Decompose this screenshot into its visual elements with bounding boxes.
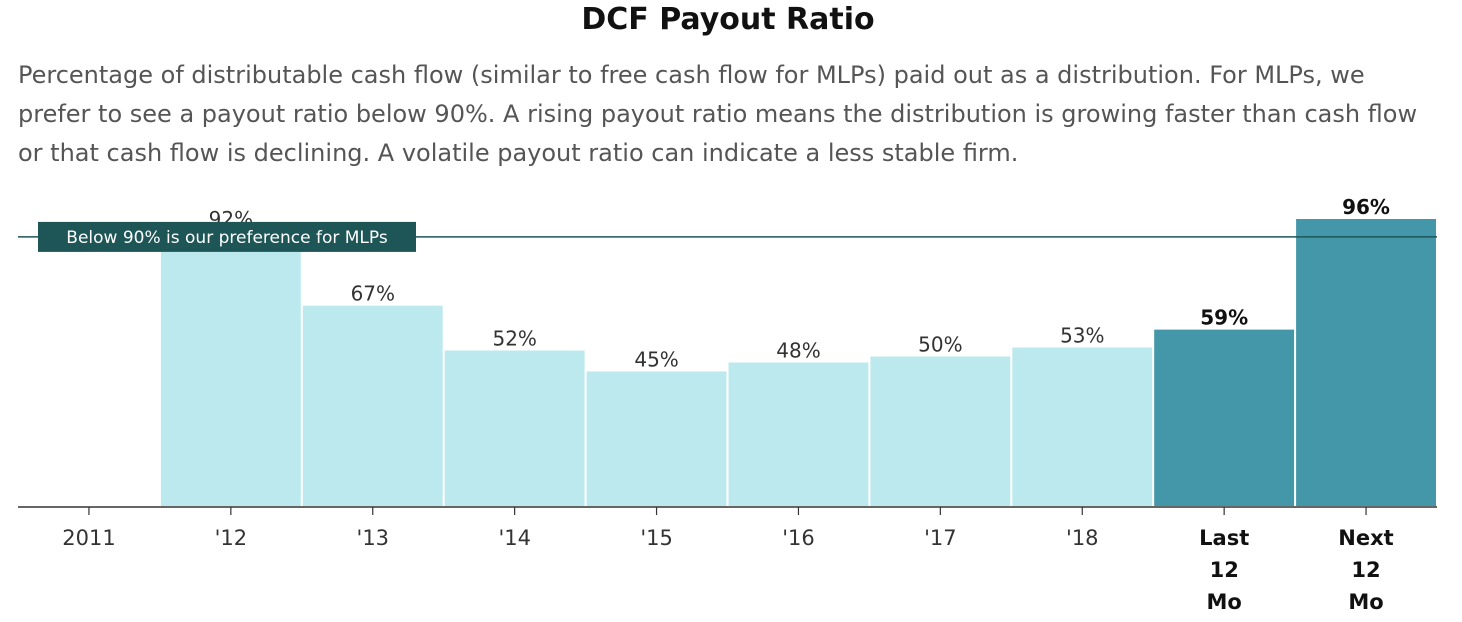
data-label: 96% — [1342, 195, 1390, 219]
x-tick-label: '16 — [782, 526, 815, 550]
x-tick-label: Last 12 Mo — [1199, 526, 1249, 614]
x-tick-label: '15 — [640, 526, 673, 550]
x-tick-label: Next 12 Mo — [1338, 526, 1393, 614]
data-label: 59% — [1200, 306, 1248, 330]
bar — [1296, 219, 1436, 506]
data-label: 52% — [492, 327, 536, 351]
data-label: 67% — [351, 282, 395, 306]
reference-line-label: Below 90% is our preference for MLPs — [38, 221, 416, 252]
x-tick-label: '14 — [498, 526, 531, 550]
x-tick-label: '12 — [215, 526, 248, 550]
bar — [160, 230, 301, 506]
chart-subtitle: Percentage of distributable cash flow (s… — [18, 61, 1418, 167]
data-label: 45% — [634, 347, 678, 371]
bar — [1012, 347, 1153, 506]
x-tick-label: '17 — [924, 526, 957, 550]
data-label: 50% — [918, 333, 962, 357]
x-tick-label: '18 — [1066, 526, 1099, 550]
reference-label-text: Below 90% is our preference for MLPs — [66, 228, 388, 248]
bar — [444, 350, 585, 506]
bar — [302, 305, 443, 506]
reference-label-background — [38, 221, 416, 252]
data-label: 48% — [776, 339, 820, 363]
chart-title: DCF Payout Ratio — [581, 2, 875, 37]
bar — [586, 371, 727, 506]
bar — [870, 356, 1011, 506]
bar — [728, 362, 869, 506]
x-tick-label: 2011 — [62, 526, 115, 550]
x-tick-label: '13 — [357, 526, 390, 550]
data-label: 53% — [1060, 324, 1104, 348]
bar — [1154, 329, 1295, 506]
